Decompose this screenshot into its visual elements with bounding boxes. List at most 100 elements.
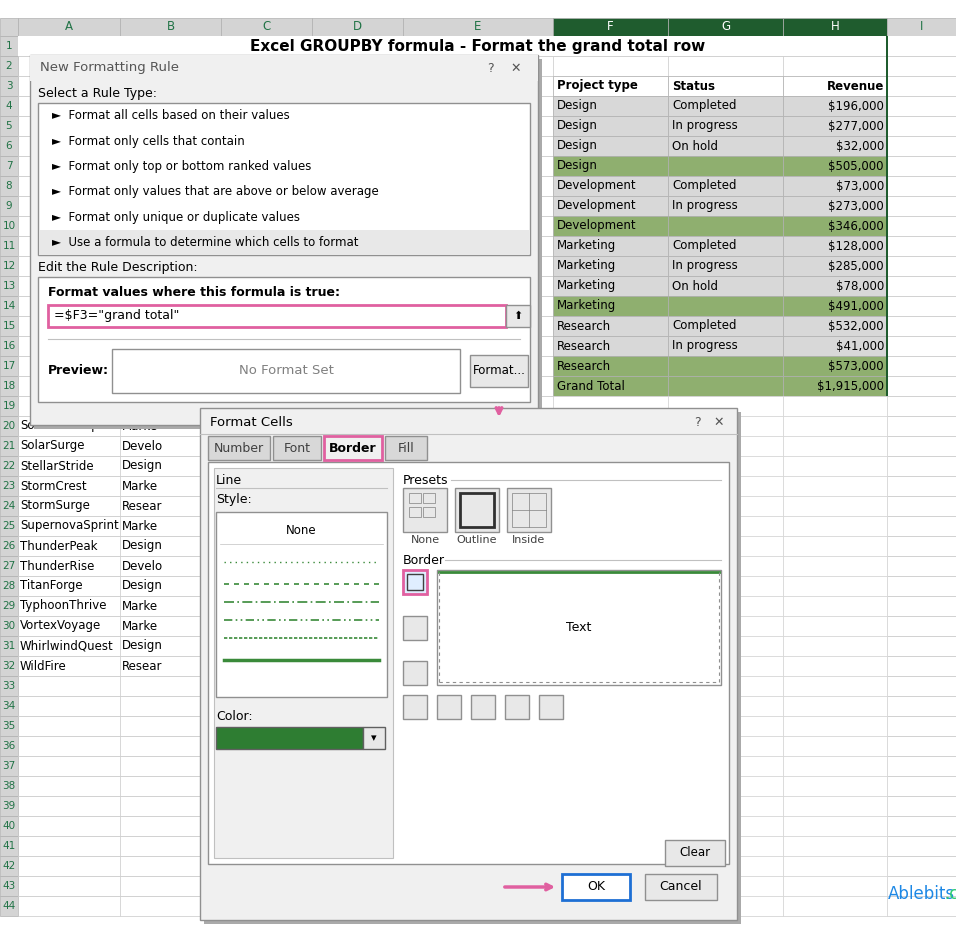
Bar — [403, 636, 553, 656]
Text: G: G — [721, 20, 730, 33]
Bar — [783, 236, 887, 256]
Bar — [668, 356, 783, 376]
Bar — [553, 816, 668, 836]
Bar — [668, 296, 783, 316]
Bar — [312, 576, 403, 596]
Bar — [553, 496, 668, 516]
Bar — [18, 556, 956, 576]
Bar — [0, 876, 18, 896]
Bar — [0, 696, 18, 716]
Bar — [18, 296, 120, 316]
Bar — [783, 56, 887, 76]
Bar — [120, 656, 221, 676]
Bar — [887, 356, 956, 376]
Bar — [783, 876, 887, 896]
Bar — [18, 256, 120, 276]
Text: 28: 28 — [2, 581, 15, 591]
Text: Outline: Outline — [457, 535, 497, 545]
Bar — [0, 376, 18, 396]
Bar — [208, 462, 729, 864]
Bar — [120, 516, 221, 536]
Bar — [312, 756, 403, 776]
Bar — [553, 556, 668, 576]
Text: ?: ? — [694, 416, 701, 429]
Bar — [221, 196, 312, 216]
Bar — [18, 516, 120, 536]
Bar — [783, 216, 887, 236]
Bar — [539, 695, 563, 719]
Bar — [120, 556, 221, 576]
Bar — [0, 296, 18, 316]
Bar — [783, 596, 887, 616]
Bar — [783, 756, 887, 776]
Bar — [783, 896, 887, 916]
Bar — [18, 136, 956, 156]
Bar — [221, 216, 312, 236]
Bar — [312, 196, 403, 216]
Text: Format...: Format... — [472, 365, 526, 378]
Text: $73,000: $73,000 — [836, 180, 884, 193]
Text: 39: 39 — [2, 801, 15, 811]
Bar — [783, 796, 887, 816]
Bar — [668, 496, 783, 516]
Bar — [403, 836, 553, 856]
Bar — [403, 336, 553, 356]
Text: H: H — [831, 20, 839, 33]
Bar — [221, 436, 312, 456]
Bar — [783, 636, 887, 656]
Bar — [887, 636, 956, 656]
Text: OK: OK — [587, 881, 605, 894]
Text: WhirlwindQuest: WhirlwindQuest — [20, 640, 114, 653]
Bar — [668, 496, 783, 516]
Bar — [668, 356, 783, 376]
Bar — [783, 696, 887, 716]
Bar — [120, 336, 221, 356]
Bar — [120, 476, 221, 496]
Bar — [553, 156, 668, 176]
Bar — [668, 516, 783, 536]
Bar — [39, 230, 529, 255]
Bar — [403, 536, 553, 556]
Bar — [783, 256, 887, 276]
Bar — [887, 456, 956, 476]
Text: Status: Status — [672, 80, 715, 93]
Text: Completed: Completed — [672, 99, 736, 112]
Bar — [668, 876, 783, 896]
Text: Cancel: Cancel — [660, 881, 703, 894]
Bar — [553, 516, 668, 536]
Bar — [553, 296, 668, 316]
Bar — [0, 576, 18, 596]
Bar — [120, 96, 221, 116]
Bar — [221, 336, 312, 356]
Bar — [668, 216, 783, 236]
Bar — [553, 376, 668, 396]
Bar — [221, 18, 312, 36]
Bar — [18, 876, 120, 896]
Bar — [221, 896, 312, 916]
Bar — [18, 796, 956, 816]
Bar — [221, 836, 312, 856]
Bar — [18, 296, 956, 316]
Bar — [783, 96, 887, 116]
Text: Marke: Marke — [122, 619, 158, 632]
Bar — [668, 596, 783, 616]
Text: 38: 38 — [2, 781, 15, 791]
Bar — [887, 396, 956, 416]
Bar — [221, 856, 312, 876]
Bar — [403, 736, 553, 756]
Bar — [221, 716, 312, 736]
Bar — [18, 476, 120, 496]
Bar — [783, 516, 887, 536]
Bar — [18, 276, 956, 296]
Bar — [668, 556, 783, 576]
Bar — [668, 36, 783, 56]
Bar — [18, 396, 956, 416]
Bar — [403, 376, 553, 396]
Bar — [18, 436, 956, 456]
Bar — [221, 416, 312, 436]
Bar — [403, 616, 553, 636]
Bar — [120, 216, 221, 236]
Bar — [887, 756, 956, 776]
Bar — [120, 676, 221, 696]
Bar — [668, 736, 783, 756]
